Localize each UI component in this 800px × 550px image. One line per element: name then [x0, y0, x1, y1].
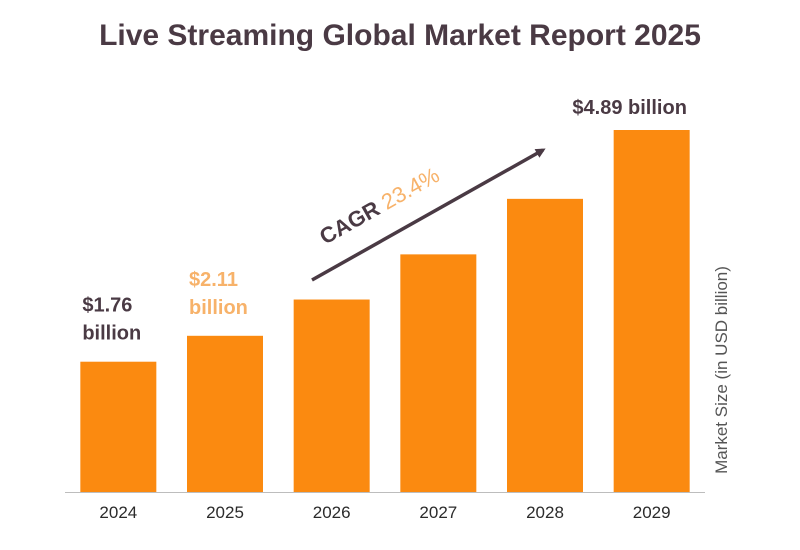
bar-2029	[613, 130, 690, 492]
cagr-value: 23.4%	[377, 162, 444, 214]
data-label-2024-unit: billion	[82, 323, 141, 345]
chart-title: Live Streaming Global Market Report 2025	[99, 19, 701, 52]
data-label-2024-value: $1.76	[82, 295, 132, 317]
bar-2025	[187, 335, 263, 492]
y-axis-label: Market Size (in USD billion)	[712, 266, 731, 474]
bar-2028	[507, 198, 583, 492]
data-label-2025-unit: billion	[189, 297, 248, 319]
x-tick-label-2026: 2026	[313, 503, 351, 522]
x-tick-label-2027: 2027	[419, 503, 457, 522]
cagr-annotation: CAGR 23.4%	[315, 162, 443, 249]
cagr-arrow	[311, 148, 546, 282]
x-tick-label-2028: 2028	[526, 503, 564, 522]
data-label-2029: $4.89 billion	[572, 97, 686, 119]
bar-2026	[293, 299, 370, 492]
bar-2024	[80, 361, 157, 492]
x-tick-label-2029: 2029	[633, 503, 671, 522]
x-tick-label-2024: 2024	[99, 503, 137, 522]
data-label-2025-value: $2.11	[189, 269, 238, 291]
bar-2027	[400, 254, 477, 492]
x-tick-label-2025: 2025	[206, 503, 244, 522]
